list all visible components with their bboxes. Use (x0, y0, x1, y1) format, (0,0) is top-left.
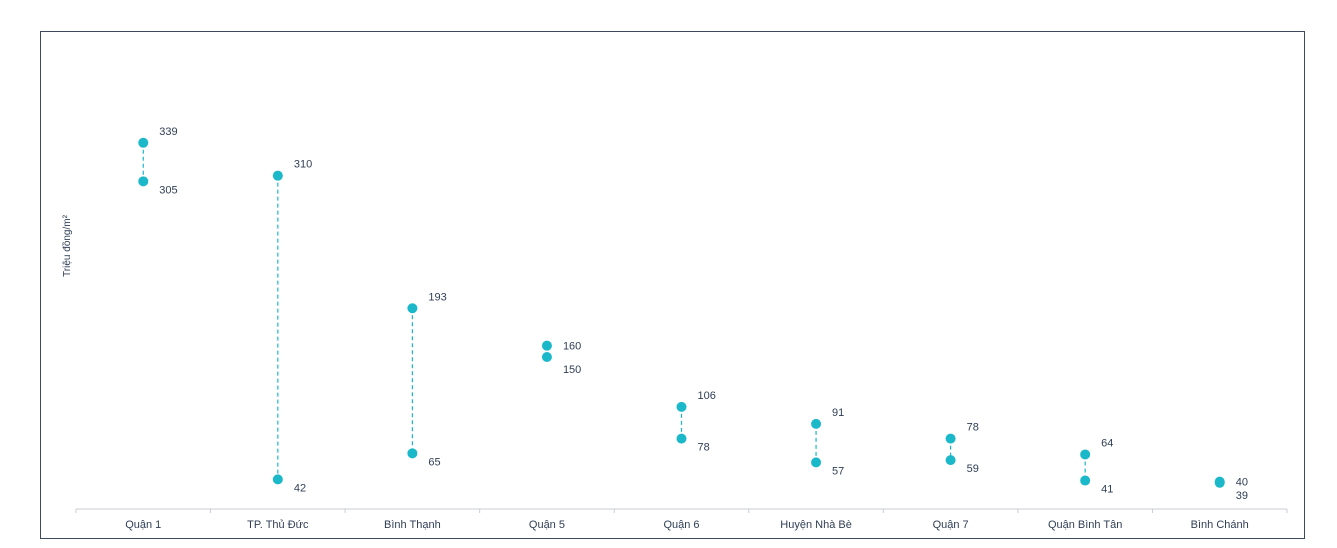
x-tick-label: Huyện Nhà Bè (780, 519, 852, 531)
x-tick-label: Quận 6 (663, 519, 699, 531)
low-value-dot (811, 457, 822, 468)
high-value-dot (138, 137, 149, 148)
high-value-label: 160 (563, 341, 581, 353)
x-axis: Quận 1 TP. Thủ Đức Bình Thạnh Quận 5 Quận 6 H… (75, 508, 1288, 531)
high-value-dot (945, 433, 956, 444)
high-value-label: 310 (294, 159, 312, 171)
low-value-dot (541, 352, 552, 363)
low-value-dot (1080, 475, 1091, 486)
low-value-label: 41 (1101, 484, 1113, 496)
x-tick-label: Bình Thạnh (384, 519, 441, 531)
high-value-dot (272, 170, 283, 181)
chart-frame: Triệu đồng/m² Quận 1 TP. Thủ Đức Bình Thạn… (40, 31, 1305, 539)
low-value-label: 78 (698, 442, 710, 454)
high-value-label: 106 (698, 390, 716, 402)
low-value-label: 305 (159, 184, 177, 196)
dumbbell-chart: Triệu đồng/m² Quận 1 TP. Thủ Đức Bình Thạn… (61, 126, 1288, 531)
x-tick-label: TP. Thủ Đức (247, 519, 309, 531)
high-value-dot (1080, 449, 1091, 460)
low-value-dot (945, 455, 956, 466)
high-value-dot (407, 303, 418, 314)
high-value-label: 193 (428, 291, 446, 303)
low-value-label: 59 (967, 463, 979, 475)
high-value-label: 339 (159, 126, 177, 138)
x-tick-label: Bình Chánh (1191, 519, 1249, 531)
y-axis-title: Triệu đồng/m² (61, 214, 73, 277)
low-value-label: 150 (563, 364, 581, 376)
high-value-dot (676, 401, 687, 412)
low-value-label: 42 (294, 482, 306, 494)
high-value-label: 40 (1236, 477, 1248, 489)
high-value-label: 91 (832, 407, 844, 419)
low-value-dot (1214, 477, 1225, 488)
low-value-dot (138, 176, 149, 187)
high-value-dot (541, 340, 552, 351)
x-tick-label: Quận 7 (933, 519, 969, 531)
low-value-dot (272, 474, 283, 485)
low-value-label: 57 (832, 465, 844, 477)
high-value-label: 78 (967, 422, 979, 434)
low-value-dot (407, 448, 418, 459)
low-value-label: 39 (1236, 490, 1248, 502)
low-value-label: 65 (428, 456, 440, 468)
chart-marks: 339 305 310 42 193 65 160 150 106 78 91 57 78 59 64 41 4… (138, 126, 1248, 502)
x-tick-label: Quận Bình Tân (1048, 519, 1122, 531)
x-tick-label: Quận 1 (125, 519, 161, 531)
low-value-dot (676, 433, 687, 444)
x-tick-label: Quận 5 (529, 519, 565, 531)
high-value-dot (811, 418, 822, 429)
high-value-label: 64 (1101, 437, 1113, 449)
